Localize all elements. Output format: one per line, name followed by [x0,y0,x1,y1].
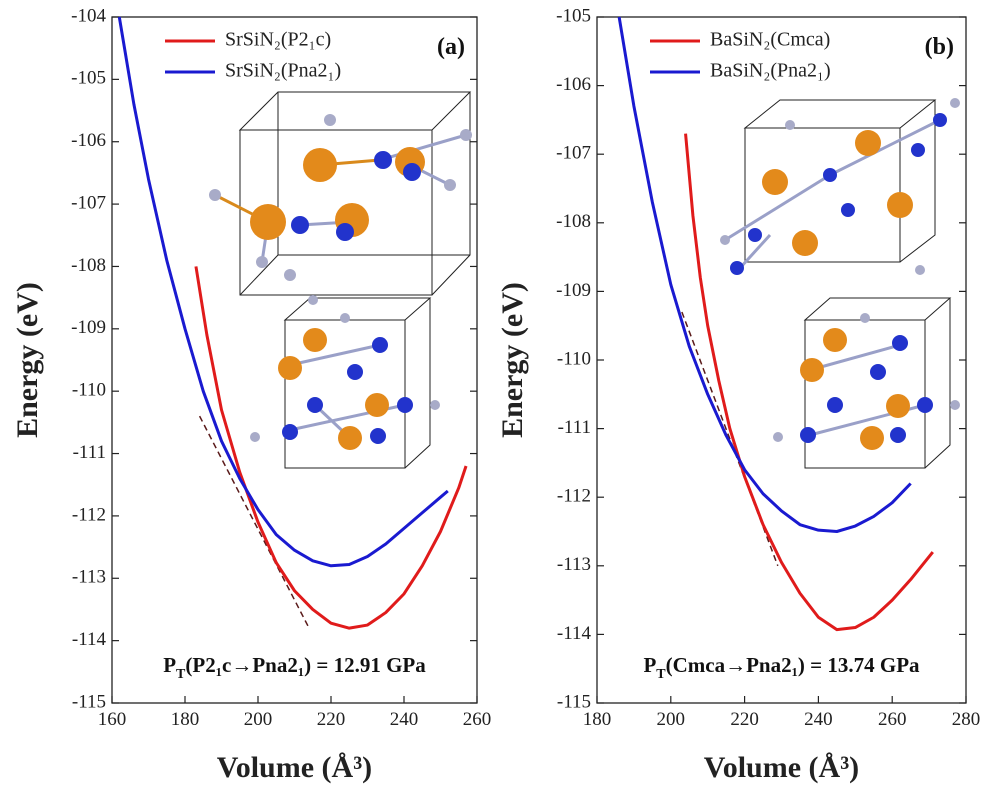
y-tick-label: -112 [557,486,591,507]
annotation-main: P [643,653,656,677]
annotation-main: P [163,653,176,677]
annotation: PT(Cmca→Pna2₁) = 13.74 GPa [643,653,920,682]
x-tick-label: 240 [390,709,419,730]
y-tick-label: -115 [72,691,106,712]
panel-label: (a) [437,34,465,60]
x-tick-label: 200 [657,709,686,730]
tangent-line [681,311,779,567]
crystal-structure [250,295,440,469]
y-axis-label: Energy (eV) [11,282,44,438]
x-tick-label: 220 [730,709,759,730]
x-tick-label: 280 [952,709,981,730]
x-axis-label: Volume (Å³) [704,751,859,784]
x-tick-label: 200 [244,709,273,730]
annotation-rest: (P2₁c→Pna2₁) = 12.91 GPa [185,653,426,677]
y-tick-label: -113 [557,554,591,575]
crystal-structure [773,297,960,469]
x-tick-label: 260 [878,709,907,730]
x-tick-label: 160 [98,709,127,730]
y-tick-label: -108 [71,255,106,276]
y-tick-label: -114 [72,629,107,650]
x-tick-label: 180 [583,709,612,730]
crystal-structure [209,91,472,296]
legend-label: SrSiN₂(P2₁c) [225,29,331,51]
y-axis-label: Energy (eV) [496,282,529,438]
plot-frame [596,16,967,704]
y-tick-label: -113 [72,567,106,588]
annotation-sub: T [176,667,186,682]
y-tick-label: -111 [558,417,591,438]
y-tick-label: -105 [556,5,591,26]
plot-frame [111,16,478,704]
y-tick-label: -105 [71,68,106,89]
x-axis-label: Volume (Å³) [217,751,372,784]
crystal-structure [720,98,960,275]
x-tick-label: 220 [317,709,346,730]
y-tick-label: -112 [72,504,106,525]
y-tick-label: -114 [557,623,592,644]
y-tick-label: -109 [556,280,591,301]
x-tick-label: 240 [804,709,833,730]
data-line [617,16,912,533]
y-tick-label: -106 [71,130,106,151]
data-line [117,16,449,568]
y-tick-label: -110 [72,380,106,401]
x-tick-label: 180 [171,709,200,730]
panel-label: (b) [925,34,954,60]
data-line [684,133,934,632]
y-tick-label: -104 [71,5,106,26]
data-line [194,266,468,630]
annotation-sub: T [656,667,666,682]
legend-label: BaSiN₂(Pna2₁) [710,60,831,82]
y-tick-label: -111 [73,442,106,463]
y-tick-label: -107 [71,192,106,213]
y-tick-label: -109 [71,317,106,338]
y-tick-label: -108 [556,211,591,232]
y-tick-label: -107 [556,143,591,164]
tangent-line [198,415,310,629]
y-tick-label: -110 [557,348,591,369]
legend-label: BaSiN₂(Cmca) [710,29,830,51]
y-tick-label: -115 [557,691,591,712]
x-tick-label: 260 [463,709,492,730]
legend-label: SrSiN₂(Pna2₁) [225,60,341,82]
y-tick-label: -106 [556,74,591,95]
annotation: PT(P2₁c→Pna2₁) = 12.91 GPa [163,653,426,682]
annotation-rest: (Cmca→Pna2₁) = 13.74 GPa [666,653,920,677]
